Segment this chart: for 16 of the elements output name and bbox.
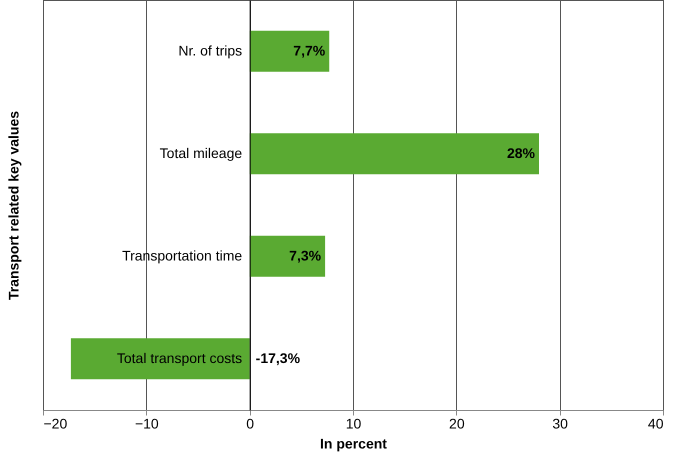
x-tick-label: 40 [648,416,664,432]
data-label: 7,3% [289,247,322,264]
data-label: -17,3% [256,350,301,366]
x-tick-label: 20 [449,416,465,432]
x-tick-label: −10 [134,416,159,432]
y-tick-label: Nr. of trips [178,42,242,58]
y-tick-label: Total transport costs [116,350,242,366]
x-tick-label: 30 [552,416,568,432]
x-axis-title: In percent [320,436,388,452]
x-tick-label: 10 [346,416,362,432]
data-label: 7,7% [293,42,326,58]
y-axis-title: Transport related key values [6,110,22,300]
x-tick-label: −20 [44,416,68,432]
y-tick-label: Total mileage [160,144,242,161]
x-tick-label: 0 [246,416,254,432]
data-label: 28% [506,144,536,161]
